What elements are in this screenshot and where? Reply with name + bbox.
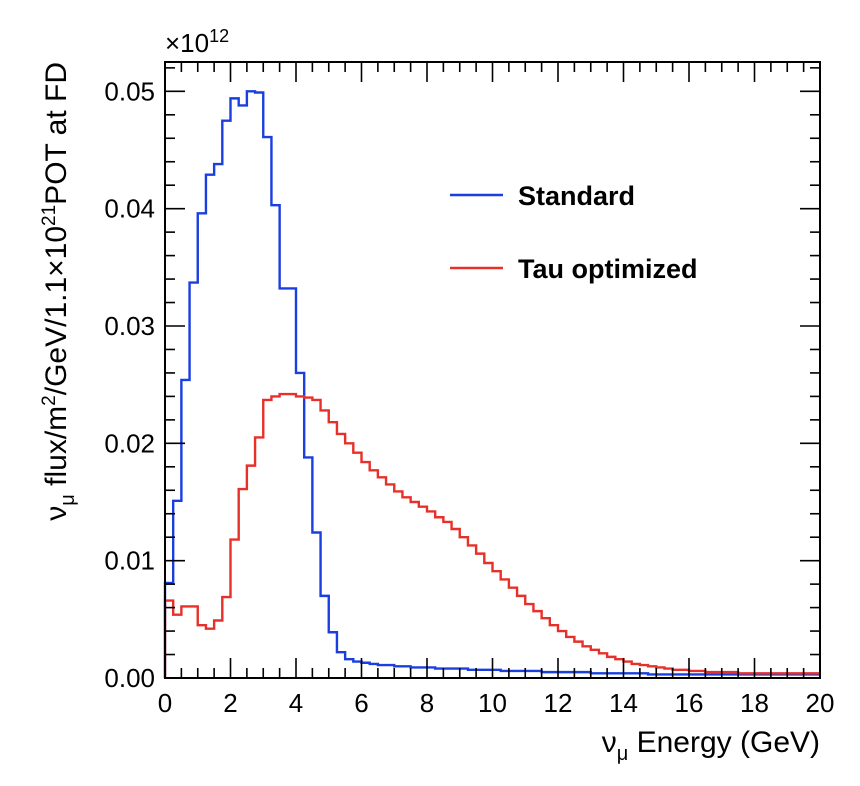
y-tick-label: 0.00	[104, 663, 155, 693]
legend-label-tau-optimized: Tau optimized	[518, 254, 698, 284]
x-tick-label: 6	[354, 688, 368, 718]
plot-area	[163, 90, 820, 678]
x-tick-label: 16	[675, 688, 704, 718]
y-tick-label: 0.04	[104, 194, 155, 224]
y-tick-label: 0.02	[104, 428, 155, 458]
x-tick-label: 14	[609, 688, 638, 718]
y-axis-multiplier: ×1012	[165, 26, 229, 58]
x-tick-label: 10	[478, 688, 507, 718]
y-tick-label: 0.03	[104, 311, 155, 341]
y-axis-label: νμ flux/m2/GeV/1.1×1021POT at FD	[39, 62, 79, 521]
series-line-tau-optimized	[163, 392, 820, 678]
y-tick-label: 0.01	[104, 546, 155, 576]
x-tick-label: 18	[740, 688, 769, 718]
series-line-standard	[163, 90, 820, 678]
x-tick-label: 8	[420, 688, 434, 718]
x-axis-label: νμ Energy (GeV)	[602, 726, 820, 765]
x-tick-label: 2	[223, 688, 237, 718]
y-tick-label: 0.05	[104, 76, 155, 106]
x-tick-label: 20	[806, 688, 835, 718]
plot-frame	[164, 61, 821, 679]
legend-label-standard: Standard	[518, 181, 635, 211]
x-tick-label: 0	[158, 688, 172, 718]
x-tick-label: 4	[289, 688, 303, 718]
legend: Standard Tau optimized	[450, 181, 698, 284]
axes: 0 2 4 6 8 10 12 14 16 18 20 0.00 0.01 0.02 0.03 0.04 0.0…	[39, 26, 834, 765]
x-tick-label: 12	[544, 688, 573, 718]
